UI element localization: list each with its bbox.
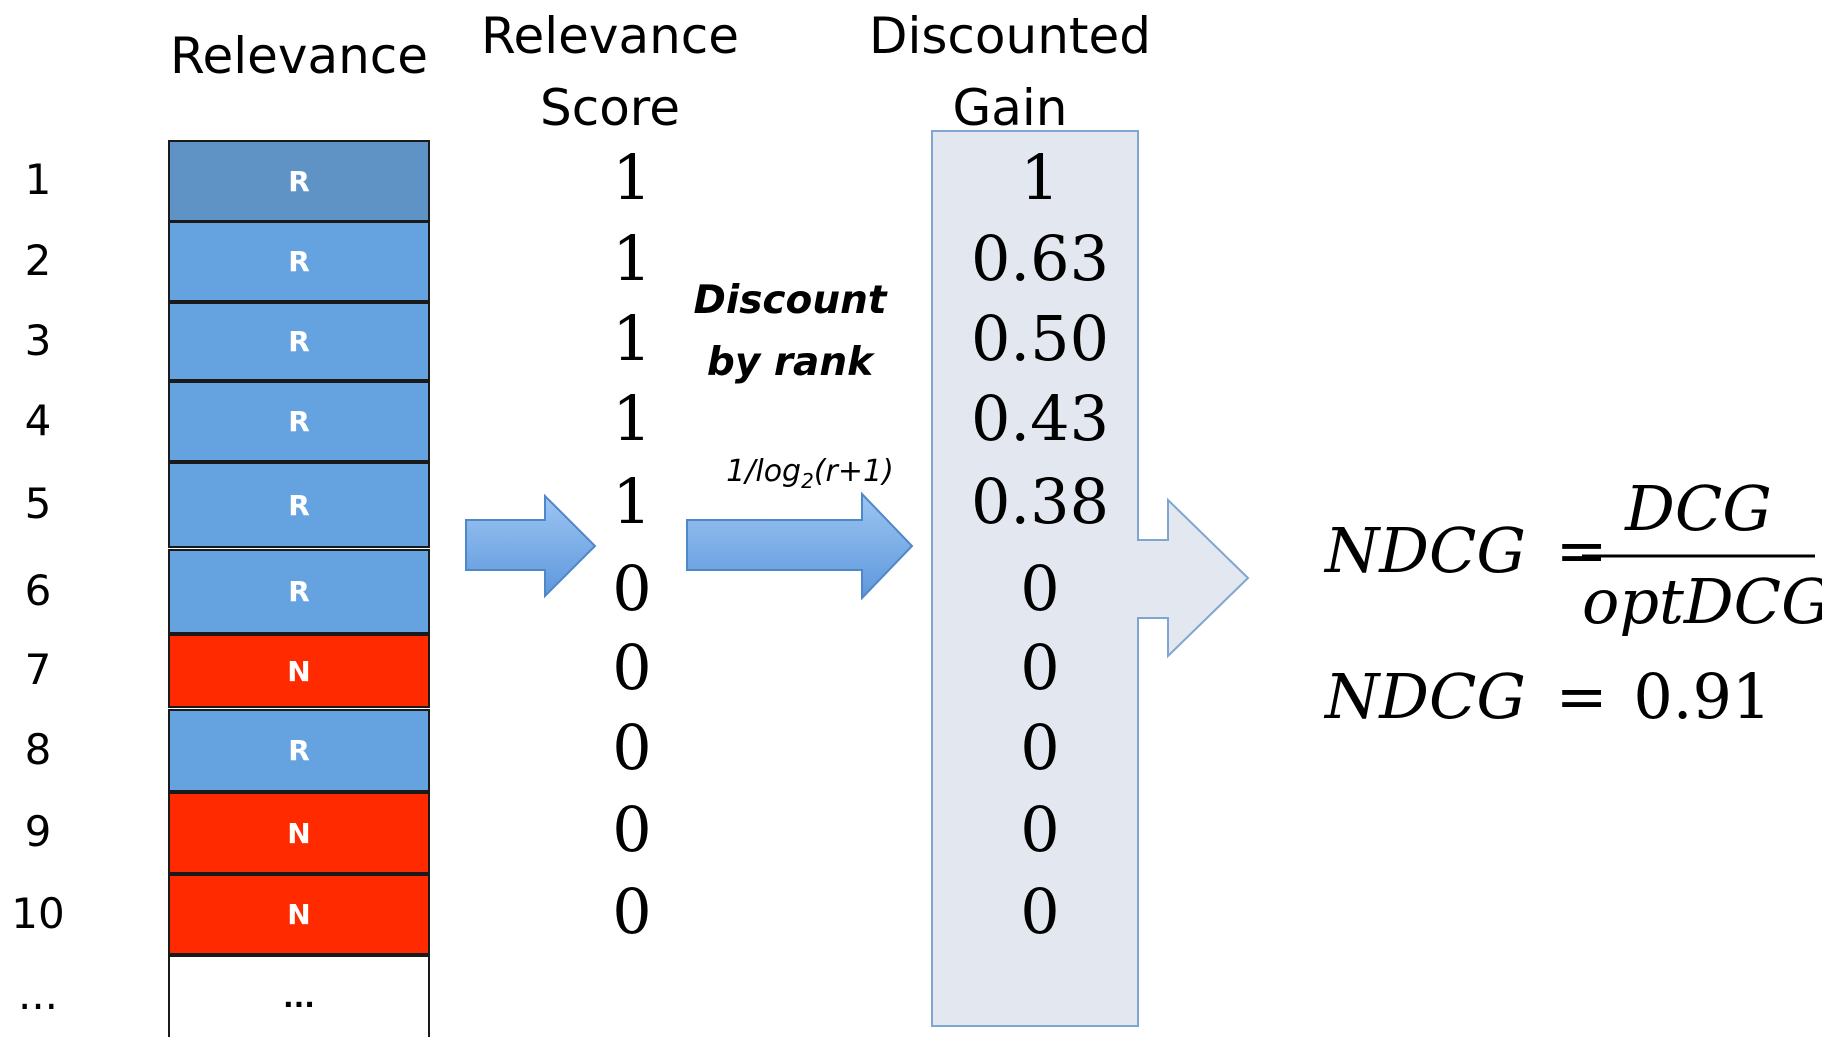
ndcg-lhs-text: NDCG — [1325, 514, 1526, 587]
ndcg-numerator: DCG — [1582, 472, 1815, 545]
relevant-cell: R — [168, 140, 430, 222]
rank-number: 6 — [24, 565, 52, 615]
relevant-cell: R — [168, 549, 430, 634]
ndcg-value: 0.91 — [1633, 660, 1772, 733]
ndcg-value-line: NDCG = 0.91 — [1325, 660, 1771, 733]
discounted-gain-value: 0 — [1020, 631, 1060, 704]
relevance-score-value: 1 — [612, 221, 652, 295]
header-relevance-score-line1: Relevance — [480, 7, 740, 65]
arrow-discount — [686, 491, 914, 601]
not-relevant-cell: N — [168, 634, 430, 708]
relevance-score-value: 0 — [612, 631, 652, 704]
relevant-cell: R — [168, 381, 430, 462]
rank-number: 10 — [11, 888, 65, 938]
ndcg-lhs: NDCG = — [1325, 514, 1608, 587]
ndcg-value-equals: = — [1555, 660, 1608, 733]
rank-number: ... — [17, 970, 59, 1019]
discount-label-line1: Discount — [693, 278, 887, 323]
relevant-cell: R — [168, 709, 430, 792]
relevant-cell: R — [168, 221, 430, 302]
discounted-gain-value: 0 — [1020, 551, 1060, 625]
discount-formula-sub: 2 — [801, 469, 814, 493]
rank-number: 5 — [24, 479, 52, 528]
relevance-score-value: 0 — [612, 710, 652, 784]
ndcg-denominator: optDCG — [1582, 565, 1822, 638]
relevance-score-value: 0 — [612, 874, 652, 948]
rank-number: 8 — [24, 724, 52, 774]
rank-number: 1 — [24, 155, 52, 204]
header-discounted-gain: Discounted Gain — [840, 0, 1180, 144]
ndcg-value-lhs: NDCG — [1325, 660, 1526, 733]
ndcg-numerator-text: DCG — [1625, 472, 1772, 545]
relevance-score-value: 1 — [612, 141, 652, 214]
discounted-gain-value: 0 — [1020, 793, 1060, 866]
relevance-score-value: 0 — [612, 551, 652, 625]
relevant-cell: R — [168, 302, 430, 381]
header-discounted-gain-line1: Discounted — [868, 7, 1151, 65]
not-relevant-cell: N — [168, 874, 430, 955]
continuation-cell: ... — [168, 955, 430, 1037]
not-relevant-cell: N — [168, 792, 430, 874]
ndcg-denominator-text: optDCG — [1582, 565, 1822, 638]
relevance-score-value: 1 — [612, 465, 652, 538]
discount-label-line2: by rank — [706, 340, 874, 385]
ndcg-equals: = — [1555, 514, 1608, 587]
discount-formula: 1/log2(r+1) — [690, 454, 930, 493]
discounted-gain-value: 0.63 — [970, 221, 1110, 295]
relevant-cell: R — [168, 462, 430, 548]
discount-formula-prefix: 1/log — [726, 454, 802, 489]
rank-number: 2 — [24, 235, 52, 285]
discounted-gain-value: 0.43 — [970, 381, 1110, 455]
rank-number: 3 — [24, 315, 52, 365]
header-relevance-score: Relevance Score — [460, 0, 760, 144]
header-discounted-gain-line2: Gain — [952, 79, 1068, 137]
discounted-gain-value: 0 — [1020, 710, 1060, 784]
relevance-score-value: 1 — [612, 301, 652, 375]
rank-number: 4 — [24, 395, 52, 445]
rank-number: 7 — [24, 645, 52, 694]
relevance-score-value: 1 — [612, 381, 652, 455]
discount-formula-suffix: (r+1) — [813, 454, 894, 489]
discounted-gain-value: 0 — [1020, 874, 1060, 948]
discounted-gain-value: 1 — [1020, 141, 1060, 214]
rank-number: 9 — [24, 807, 52, 856]
gain-box-shape — [931, 130, 1250, 1027]
arrow-to-scores — [465, 493, 597, 599]
discounted-gain-value: 0.38 — [970, 465, 1110, 538]
header-relevance: Relevance — [169, 27, 429, 85]
discount-label: Discount by rank — [680, 270, 900, 394]
discounted-gain-value: 0.50 — [970, 301, 1110, 375]
relevance-score-value: 0 — [612, 793, 652, 866]
header-relevance-score-line2: Score — [539, 79, 681, 137]
